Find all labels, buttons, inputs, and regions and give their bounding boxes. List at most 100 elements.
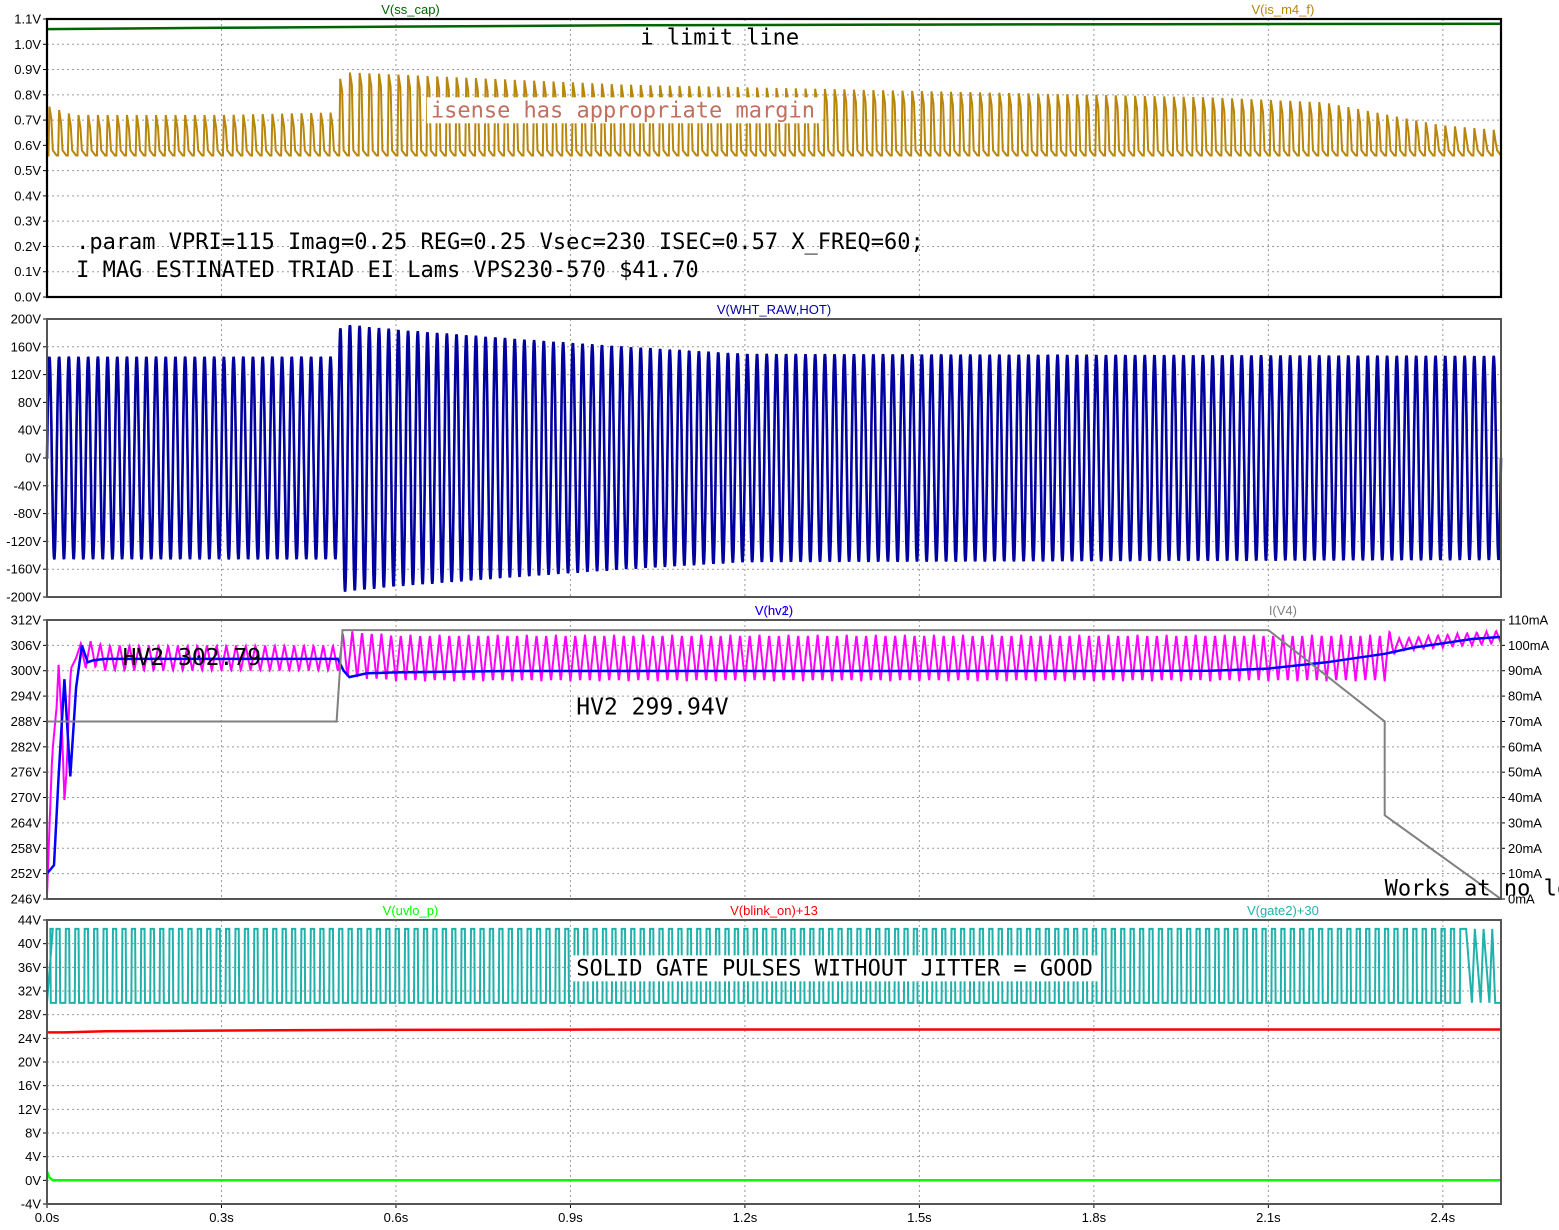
y-tick-label: 20V xyxy=(18,1055,41,1070)
y-tick-label: 264V xyxy=(11,815,42,830)
y-tick-label: 36V xyxy=(18,960,41,975)
y-tick-label: 160V xyxy=(11,339,42,354)
trace-v-ss-cap xyxy=(46,22,1502,31)
plot-pane-3[interactable]: V(hv1)V(hv2) I(V4) 246V 252V 258V 264V 270V 276… xyxy=(11,603,1559,907)
x-tick-label: 1.2s xyxy=(733,1210,758,1225)
y-tick-label: -4V xyxy=(21,1197,42,1212)
y-tick-label: 0.8V xyxy=(14,87,41,102)
y-tick-label: 0.1V xyxy=(14,264,41,279)
y-tick-label: 4V xyxy=(25,1149,41,1164)
y-tick-label: 0.0V xyxy=(14,290,41,305)
plot-annotation: isense has appropriate margin xyxy=(431,99,815,124)
y-tick-label: 24V xyxy=(18,1031,41,1046)
y2-tick-label: 90mA xyxy=(1508,663,1542,678)
plot-annotation: HV2 299.94V xyxy=(576,695,728,721)
plot-annotation: Works at no load xyxy=(1385,877,1559,902)
y2-tick-label: 110mA xyxy=(1508,613,1549,628)
y-tick-label: 0.3V xyxy=(14,214,41,229)
y-tick-label: 258V xyxy=(11,841,42,856)
plot-annotation: SOLID GATE PULSES WITHOUT JITTER = GOOD xyxy=(576,957,1093,982)
y2-tick-label: 100mA xyxy=(1508,638,1550,653)
plot-frame xyxy=(46,919,1502,1205)
y-tick-label: 270V xyxy=(11,790,42,805)
trace-label-v-wht-raw-hot[interactable]: V(WHT_RAW,HOT) xyxy=(717,302,831,317)
trace-v-hv2 xyxy=(46,635,1502,875)
y-tick-label: 0.7V xyxy=(14,113,41,128)
y-tick-label: -80V xyxy=(14,506,42,521)
y2-tick-label: 30mA xyxy=(1508,815,1542,830)
trace-label-v-ss-cap[interactable]: V(ss_cap) xyxy=(381,2,440,17)
y2-tick-label: 50mA xyxy=(1508,765,1542,780)
trace-label-v-gate2-30[interactable]: V(gate2)+30 xyxy=(1247,903,1319,918)
trace-v-gate2-30 xyxy=(46,927,1501,1004)
plot-pane-4[interactable]: V(uvlo_p) V(blink_on)+13 V(gate2)+30 -4V 0V 4… xyxy=(18,903,1502,1225)
y-tick-label: 32V xyxy=(18,984,41,999)
y-tick-label: 0V xyxy=(25,1173,41,1188)
x-tick-label: 2.1s xyxy=(1256,1210,1281,1225)
trace-i-v4 xyxy=(47,629,1502,900)
trace-v-uvlo-p xyxy=(45,1171,1501,1182)
y-tick-label: 80V xyxy=(18,395,41,410)
x-tick-label: 0.0s xyxy=(35,1210,60,1225)
y-tick-label: -160V xyxy=(6,562,41,577)
y-tick-label: 40V xyxy=(18,936,41,951)
y-tick-label: 288V xyxy=(11,714,42,729)
trace-label-v-uvlo-p[interactable]: V(uvlo_p) xyxy=(383,903,439,918)
plot-pane-2[interactable]: V(WHT_RAW,HOT) -200V -160V -120V -80V -40V 0V 4… xyxy=(6,302,1503,605)
x-tick-label: 2.4s xyxy=(1431,1210,1456,1225)
y-tick-label: -200V xyxy=(6,590,41,605)
x-tick-label: 1.5s xyxy=(907,1210,932,1225)
y-tick-label: 40V xyxy=(18,423,41,438)
plot-annotation: i limit line xyxy=(640,25,799,50)
grid xyxy=(47,19,1501,297)
y-tick-label: 300V xyxy=(11,663,42,678)
trace-label-v-is-m4-f[interactable]: V(is_m4_f) xyxy=(1251,2,1314,17)
y2-tick-label: 0mA xyxy=(1508,892,1535,907)
y-tick-label: 44V xyxy=(18,913,41,928)
y-tick-label: 312V xyxy=(11,613,42,628)
plot-frame xyxy=(46,318,1502,598)
x-tick-label: 1.8s xyxy=(1082,1210,1107,1225)
trace-label-v-blink-on-13[interactable]: V(blink_on)+13 xyxy=(730,903,818,918)
y-tick-label: 246V xyxy=(11,892,42,907)
trace-label-v-hv2[interactable]: V(hv2) xyxy=(755,603,793,618)
y2-tick-label: 20mA xyxy=(1508,841,1542,856)
y-tick-label: 0V xyxy=(25,451,41,466)
y-tick-label: 12V xyxy=(18,1102,41,1117)
y-tick-label: 0.5V xyxy=(14,163,41,178)
grid xyxy=(47,620,1501,899)
y-tick-label: 0.2V xyxy=(14,239,41,254)
plot-pane-1[interactable]: V(ss_cap) V(is_m4_f) 0.0V 0.1V 0.2V 0.3V 0.4V 0… xyxy=(14,2,1503,305)
y2-tick-label: 70mA xyxy=(1508,714,1542,729)
y-tick-label: 28V xyxy=(18,1007,41,1022)
x-tick-label: 0.6s xyxy=(384,1210,409,1225)
y2-tick-label: 80mA xyxy=(1508,689,1542,704)
y-tick-label: 0.9V xyxy=(14,62,41,77)
y-tick-label: 120V xyxy=(11,367,42,382)
y-tick-label: 0.6V xyxy=(14,138,41,153)
trace-v-is-m4-f xyxy=(46,72,1502,297)
trace-v-blink-on-13 xyxy=(47,1028,1501,1034)
trace-v-hv1 xyxy=(46,628,1502,895)
y-tick-label: 306V xyxy=(11,638,42,653)
y-tick-label: 16V xyxy=(18,1078,41,1093)
annotation-background xyxy=(572,955,1100,982)
y2-tick-label: 10mA xyxy=(1508,866,1542,881)
plot-annotation: I MAG ESTINATED TRIAD EI Lams VPS230-570… xyxy=(76,258,699,283)
y-tick-label: 282V xyxy=(11,739,42,754)
y-tick-label: 294V xyxy=(11,689,42,704)
trace-label-i-v4[interactable]: I(V4) xyxy=(1269,603,1297,618)
plot-annotation: HV2 302.79 xyxy=(123,645,261,671)
plot-frame xyxy=(45,17,1503,299)
y-tick-label: -120V xyxy=(6,534,41,549)
plot-annotation: .param VPRI=115 Imag=0.25 REG=0.25 Vsec=… xyxy=(76,230,924,255)
x-tick-label: 0.9s xyxy=(558,1210,583,1225)
y-tick-label: 252V xyxy=(11,866,42,881)
y-tick-label: 200V xyxy=(11,312,42,327)
y-tick-label: 276V xyxy=(11,765,42,780)
annotation-background xyxy=(426,97,822,124)
trace-label-v-hv1[interactable]: V(hv1) xyxy=(755,603,793,618)
y2-tick-label: 60mA xyxy=(1508,739,1542,754)
y-tick-label: 1.0V xyxy=(14,37,41,52)
